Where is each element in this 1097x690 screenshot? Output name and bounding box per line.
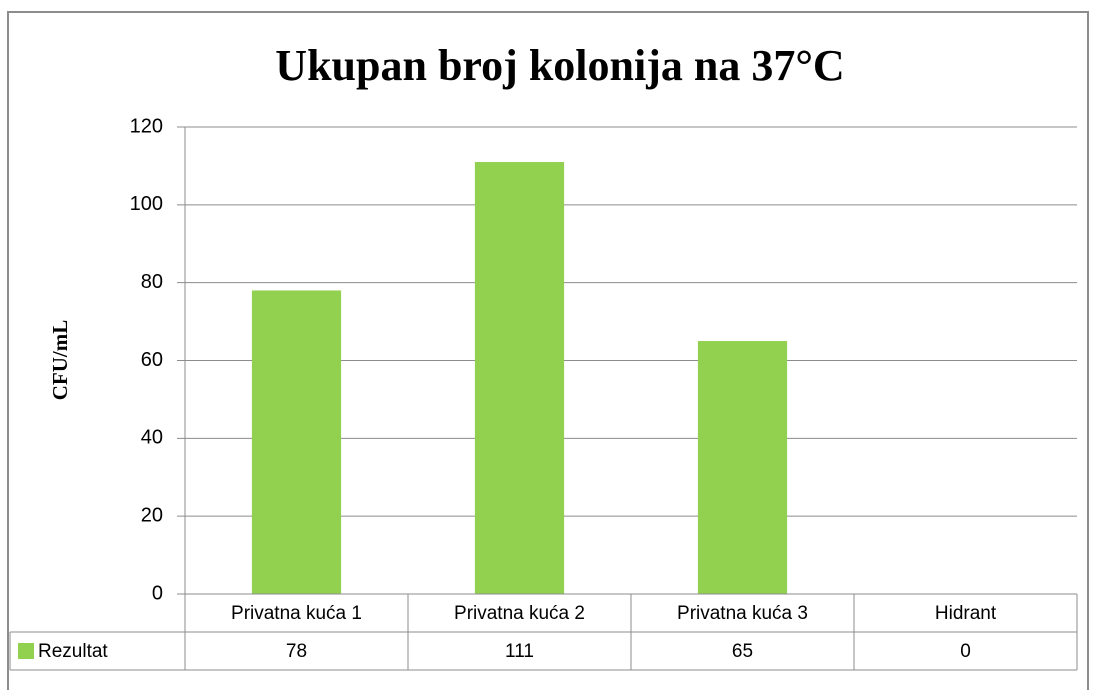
table-value: 65 bbox=[732, 641, 753, 662]
bar bbox=[474, 162, 565, 594]
table-value: 0 bbox=[960, 641, 971, 662]
y-tick-label: 80 bbox=[141, 271, 163, 293]
table-value: 111 bbox=[505, 641, 534, 662]
y-tick-label: 120 bbox=[130, 115, 163, 137]
frame bbox=[7, 11, 1089, 690]
y-tick-label: 100 bbox=[130, 193, 163, 215]
bar bbox=[251, 290, 342, 594]
legend-swatch bbox=[18, 643, 34, 659]
x-tick-label: Privatna kuća 3 bbox=[677, 603, 808, 624]
y-tick-label: 60 bbox=[141, 349, 163, 371]
chart-title: Ukupan broj kolonija na 37°C bbox=[275, 41, 844, 90]
x-tick-label: Hidrant bbox=[935, 603, 997, 624]
y-tick-label: 40 bbox=[141, 427, 163, 449]
y-axis-label: CFU/mL bbox=[48, 320, 72, 401]
bar bbox=[697, 341, 788, 594]
x-tick-label: Privatna kuća 1 bbox=[231, 603, 362, 624]
table-value: 78 bbox=[286, 641, 307, 662]
x-tick-label: Privatna kuća 2 bbox=[454, 603, 585, 624]
y-tick-label: 0 bbox=[152, 582, 163, 604]
legend-label: Rezultat bbox=[38, 641, 108, 662]
y-tick-label: 20 bbox=[141, 504, 163, 526]
